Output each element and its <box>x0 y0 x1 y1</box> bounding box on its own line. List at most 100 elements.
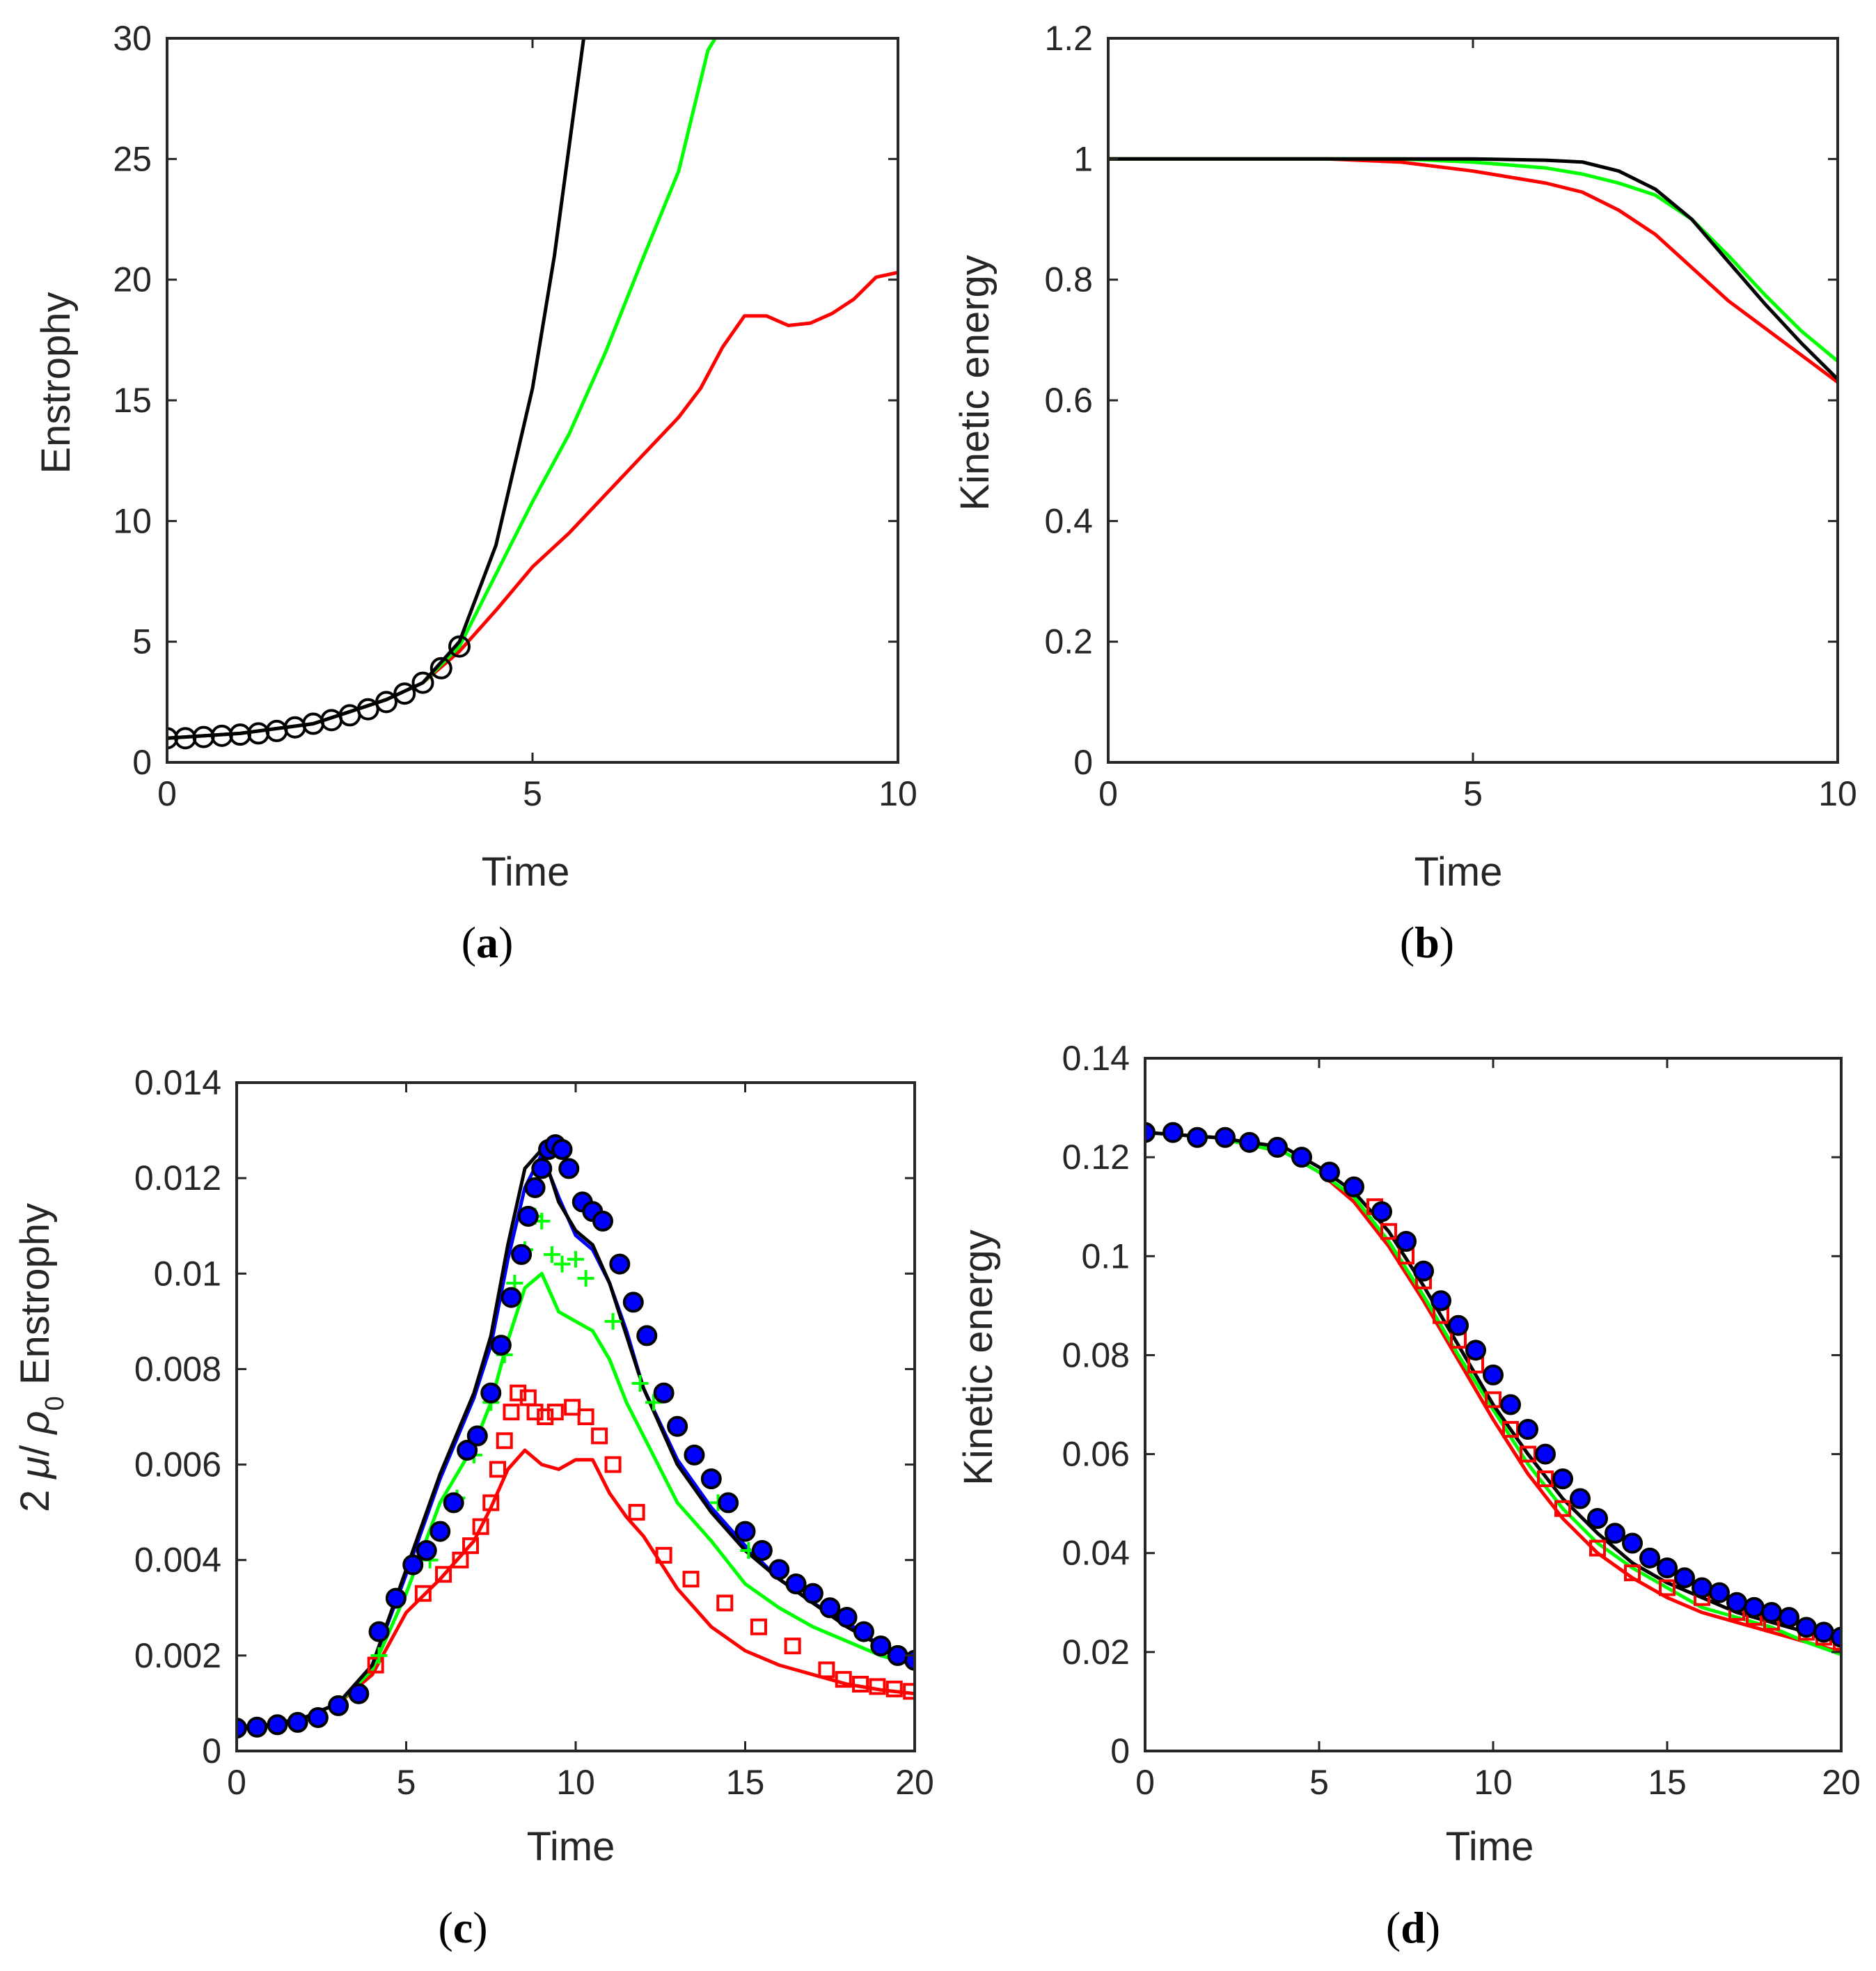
panel-c-series-blue-circles-point <box>887 1644 908 1666</box>
panel-d-series-blue-circles-point <box>1239 1131 1260 1153</box>
panel-a-ytick-label: 15 <box>113 381 152 420</box>
panel-a-caption: (a) <box>462 918 514 967</box>
panel-b-ytick-label: 1.2 <box>1044 19 1093 58</box>
panel-b: Time Kinetic energy (b) 0 5 10 0 0.2 0.4 0.6 0.… <box>952 19 1857 967</box>
panel-b-xtick-label: 0 <box>1098 774 1118 813</box>
panel-c-series-blue-circles-point <box>853 1621 874 1642</box>
panel-d-series-red-squares-point <box>1554 1500 1571 1517</box>
panel-d-series-blue-circles-point <box>1709 1582 1730 1603</box>
panel-b-ytick-label: 0.2 <box>1044 622 1093 661</box>
panel-c-plot-area <box>237 1134 915 1739</box>
panel-c-series-blue-circles-point <box>287 1711 308 1733</box>
panel-c-series-red-squares-point <box>869 1678 886 1695</box>
panel-c-series-blue-circles-point <box>558 1158 580 1179</box>
panel-d-series-blue-circles-point <box>1657 1557 1678 1579</box>
panel-b-plot-area <box>1108 157 1838 384</box>
panel-a-xlabel: Time <box>482 849 570 895</box>
panel-c-series-red-squares-point <box>462 1537 480 1555</box>
panel-d-series-blue-circles-point <box>1518 1419 1538 1440</box>
panel-a-ylabel: Enstrophy <box>33 292 79 473</box>
panel-a-series-black-circles <box>167 635 471 750</box>
panel-d-ytick-label: 0 <box>1110 1732 1130 1770</box>
panel-a-plot-area <box>167 38 898 750</box>
panel-b-ylabel: Kinetic energy <box>952 255 998 511</box>
panel-c-series-red-squares-point <box>903 1683 915 1700</box>
panel-c-ytick-label: 0.008 <box>134 1349 221 1388</box>
panel-c-series-red-squares-point <box>367 1656 384 1674</box>
panel-b-ytick-label: 0.4 <box>1044 501 1093 540</box>
panel-c-series-red-squares-point <box>537 1408 554 1425</box>
panel-c-series-green-plus-point <box>543 1246 560 1263</box>
panel-d-xtick-label: 0 <box>1135 1763 1155 1802</box>
panel-a-series-black-circles-point <box>411 671 434 694</box>
panel-c-series-blue-circles-point <box>592 1210 613 1232</box>
panel-d-xtick-label: 20 <box>1822 1763 1861 1802</box>
panel-c-ylabel-rho: ρ <box>13 1411 58 1435</box>
panel-d-series-blue-circles-point <box>1744 1596 1765 1618</box>
panel-c-ytick-label: 0.014 <box>134 1063 221 1102</box>
panel-d-series-red-squares-point <box>1624 1564 1641 1582</box>
panel-d-series-blue-circles-point <box>1483 1364 1504 1385</box>
panel-c-ytick-label: 0.01 <box>154 1254 221 1293</box>
panel-c-series-green-plus-point <box>645 1394 663 1411</box>
panel-c-series-green-plus-point <box>553 1255 571 1273</box>
panel-a-ytick-label: 5 <box>132 622 152 661</box>
panel-d-series-blue-circles-point <box>1215 1126 1236 1148</box>
panel-c-xtick-label: 5 <box>397 1763 416 1802</box>
panel-c-series-blue-circles-point <box>785 1573 807 1594</box>
panel-d-ytick-label: 0.1 <box>1081 1236 1130 1275</box>
panel-c-series-red-squares-point <box>577 1408 594 1425</box>
panel-d-series-blue-circles-point <box>1831 1626 1841 1648</box>
panel-c-series-green-plus-point <box>577 1270 594 1287</box>
panel-c-series-blue-circles-point <box>348 1683 370 1704</box>
panel-c-series-blue-circles-point <box>531 1158 553 1179</box>
panel-c-series-blue-circles-point <box>551 1139 573 1160</box>
panel-c-ytick-label: 0.012 <box>134 1159 221 1197</box>
panel-c-series-green-plus-point <box>567 1250 584 1268</box>
panel-d-series-blue-circles-point <box>1535 1443 1556 1465</box>
panel-d-ytick-label: 0.14 <box>1062 1039 1130 1078</box>
panel-d-series-blue-circles-point <box>1371 1201 1392 1223</box>
panel-c-series-blue-circles-point <box>237 1718 247 1739</box>
panel-c-series-red-squares-point <box>503 1404 520 1421</box>
panel-d-caption: (d) <box>1386 1903 1440 1952</box>
panel-d-series-blue-circles <box>1145 1122 1841 1648</box>
panel-d-series-blue-circles-point <box>1500 1394 1521 1415</box>
panel-d-ytick-label: 0.02 <box>1062 1633 1130 1672</box>
panel-c-series-red-squares-point <box>489 1461 506 1478</box>
panel-a-series-black-circles-point <box>375 691 397 714</box>
panel-c-series-blue-circles-point <box>457 1440 478 1461</box>
panel-d-ytick-label: 0.06 <box>1062 1435 1130 1474</box>
panel-c-series-red-squares-point <box>472 1518 489 1535</box>
panel-c-series-red-squares-point <box>510 1384 527 1401</box>
panel-c-ylabel: 2 μ/ ρ0 Enstrophy <box>13 1203 70 1512</box>
panel-d-series-red-squares-point <box>1659 1579 1676 1596</box>
panel-c-series-blue-circles-point <box>751 1540 773 1561</box>
panel-a-series-black-circles-point <box>429 657 452 680</box>
panel-c-xlabel: Time <box>527 1824 615 1869</box>
panel-b-xlabel: Time <box>1414 849 1503 895</box>
panel-d-series-blue-circles-point <box>1587 1507 1608 1529</box>
panel-d-series-blue-circles-point <box>1267 1136 1288 1158</box>
panel-c-series-red-squares-point <box>818 1661 835 1679</box>
panel-c-series-blue-circles-point <box>328 1695 349 1716</box>
panel-c-ylabel-slash: / <box>13 1434 58 1456</box>
panel-d-series-blue-circles-point <box>1319 1161 1340 1183</box>
panel-c-series-blue-circles-point <box>490 1335 512 1356</box>
panel-d-series-blue-circles-point <box>1162 1122 1183 1143</box>
panel-d-ytick-label: 0.08 <box>1062 1335 1130 1374</box>
panel-c-series-blue-circles-point <box>836 1607 858 1628</box>
panel-c-series-blue-circles-point <box>402 1554 424 1576</box>
panel-c-ylabel-mu: μ <box>13 1456 58 1480</box>
panel-c-series-red-squares-point <box>482 1494 500 1511</box>
panel-d-xtick-label: 5 <box>1309 1763 1329 1802</box>
panel-a-xtick-label: 0 <box>157 774 177 813</box>
panel-b-xtick-label: 10 <box>1818 774 1857 813</box>
panel-d-series-blue-circles-point <box>1796 1617 1817 1638</box>
panel-c-series-red-squares-point <box>564 1399 581 1416</box>
panel-c-ylabel-subscript: 0 <box>40 1396 70 1411</box>
panel-b-ytick-label: 0.6 <box>1044 381 1093 420</box>
panel-d-series-blue-circles-point <box>1552 1468 1573 1490</box>
panel-d-series-red-squares-point <box>1380 1223 1397 1240</box>
panel-d-series-red-squares-point <box>1589 1539 1606 1557</box>
